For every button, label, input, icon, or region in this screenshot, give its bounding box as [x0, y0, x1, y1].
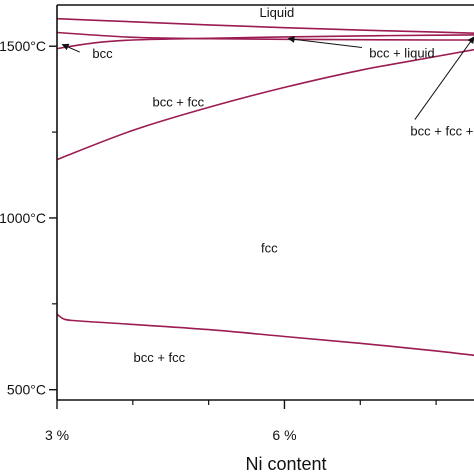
y-tick-label: 1000°C [0, 210, 46, 226]
annotation-arrow [287, 35, 363, 49]
region-labels: Liquid bcc bcc + fcc fcc bcc + fcc [92, 5, 294, 365]
region-label: bcc + fcc [134, 350, 186, 365]
annotation-arrows: bcc + liquid bcc + fcc + liquid [61, 35, 474, 139]
phase-boundary-line-2 [56, 34, 474, 50]
region-label: fcc [261, 240, 278, 255]
annotation-arrow [414, 36, 474, 120]
phase-boundaries [56, 17, 474, 357]
annotation-label: bcc + fcc + liquid [410, 124, 474, 139]
y-tick-label: 1500°C [0, 38, 46, 54]
y-tick-label: 500°C [7, 382, 46, 398]
bcc-pointer-arrow [61, 43, 80, 53]
phase-boundary-line-5 [56, 313, 474, 357]
region-label: Liquid [260, 5, 295, 20]
phase-boundary-line-3 [56, 31, 474, 41]
plot-frame [56, 4, 474, 401]
annotation-label: bcc + liquid [369, 46, 434, 61]
phase-boundary-line-4 [56, 48, 474, 161]
x-tick-label: 6 % [272, 427, 296, 443]
x-axis-label: Ni content [245, 454, 326, 474]
x-tick-label: 3 % [45, 427, 69, 443]
region-label: bcc [92, 46, 113, 61]
axis-ticks: 3 % 6 % 1500°C 1000°C 500°C [0, 38, 437, 443]
phase-boundary-line-1 [56, 17, 474, 34]
region-label: bcc + fcc [152, 94, 204, 109]
